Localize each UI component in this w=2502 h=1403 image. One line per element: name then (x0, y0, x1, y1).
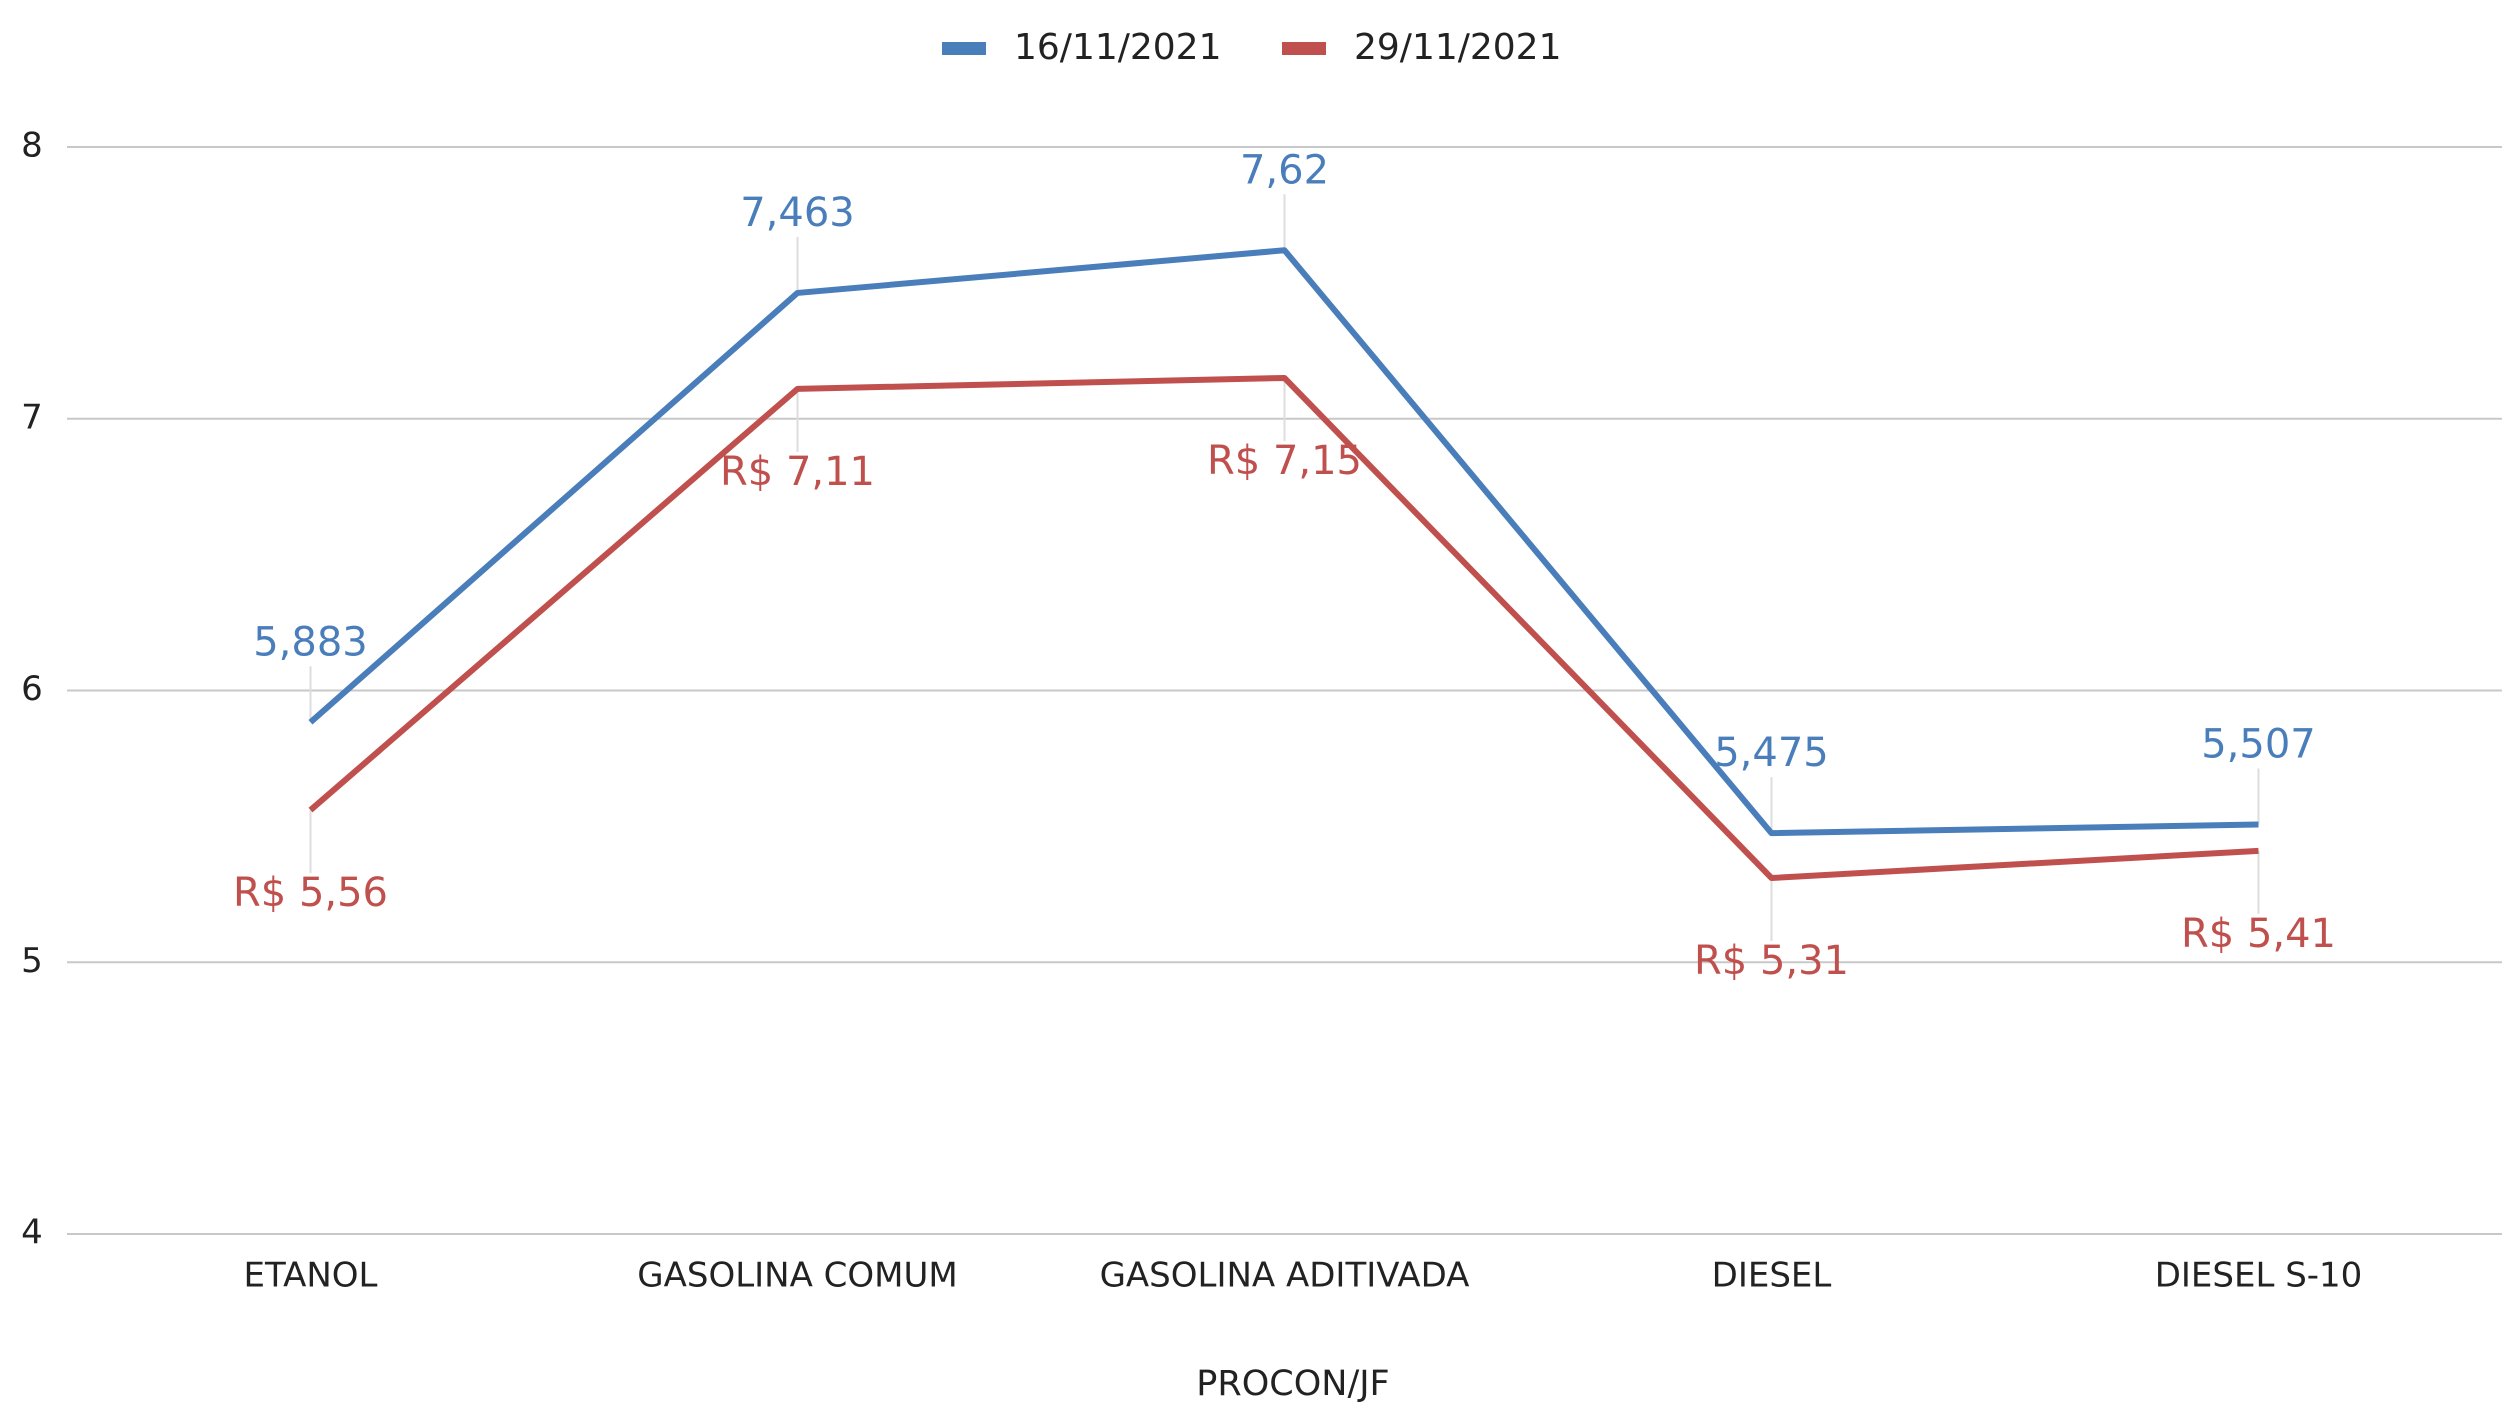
legend-label: 29/11/2021 (1354, 27, 1562, 68)
y-tick-label: 6 (21, 669, 43, 709)
x-tick-label: GASOLINA COMUM (637, 1256, 957, 1296)
x-tick-label: DIESEL S-10 (2155, 1256, 2363, 1296)
x-tick-label: GASOLINA ADITIVADA (1100, 1256, 1470, 1296)
series-line (308, 247, 2259, 837)
data-label: R$ 7,11 (720, 449, 875, 495)
x-axis-label: PROCON/JF (1196, 1364, 1389, 1403)
data-label: R$ 5,56 (233, 870, 388, 916)
data-label: R$ 5,41 (2181, 911, 2336, 957)
y-tick-label: 8 (21, 126, 43, 166)
y-tick-label: 7 (21, 397, 43, 437)
data-label: 7,62 (1240, 147, 1329, 193)
data-label: R$ 5,31 (1694, 938, 1849, 984)
x-tick-label: DIESEL (1712, 1256, 1832, 1296)
data-label: 5,507 (2201, 721, 2316, 767)
data-label: 5,883 (253, 619, 368, 665)
legend-swatch (1282, 42, 1326, 55)
data-label: R$ 7,15 (1207, 438, 1362, 484)
data-label: 5,475 (1714, 730, 1829, 776)
data-label: 7,463 (740, 190, 855, 236)
series-line (308, 374, 2259, 882)
y-tick-label: 5 (21, 941, 43, 981)
legend-label: 16/11/2021 (1014, 27, 1222, 68)
y-tick-label: 4 (21, 1213, 43, 1253)
legend-swatch (942, 42, 986, 55)
x-tick-label: ETANOL (243, 1256, 377, 1296)
